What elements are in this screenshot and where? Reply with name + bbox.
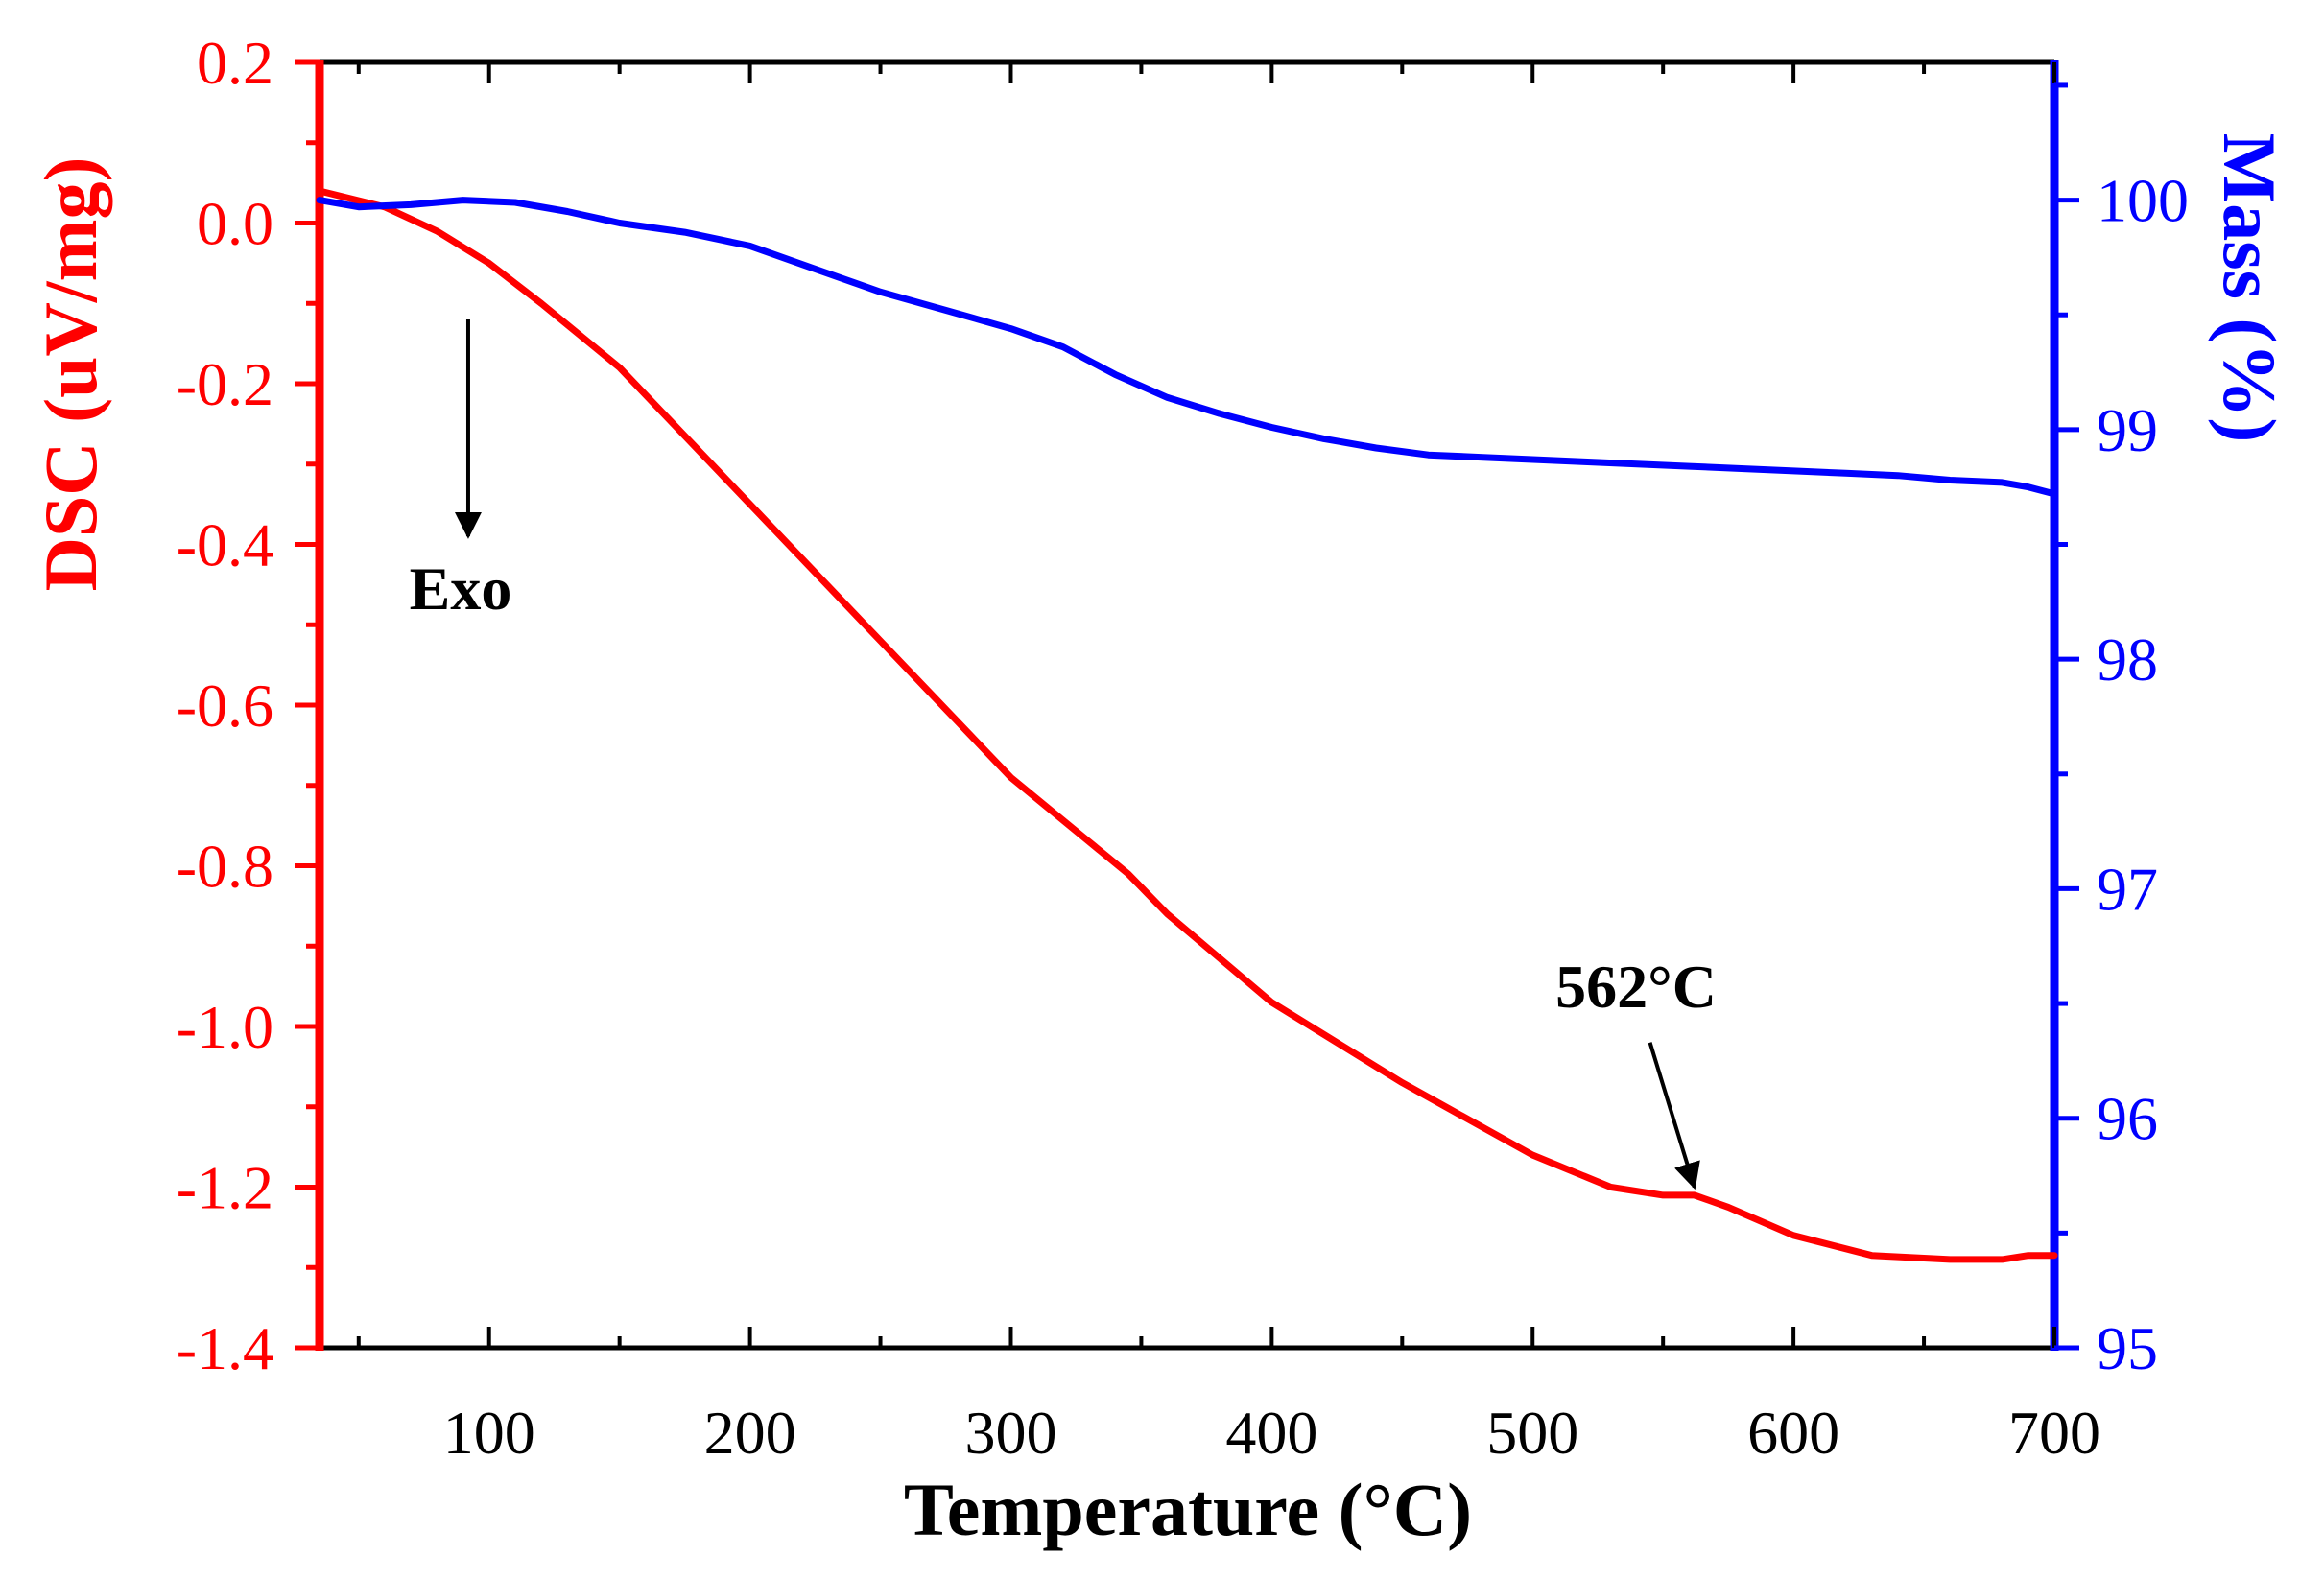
peak-label: 562°C: [1555, 953, 1717, 1021]
right-tick-label: 99: [2097, 396, 2158, 464]
series-layer: [316, 187, 2058, 1263]
left-tick-label: -1.4: [177, 1314, 273, 1382]
x-tick-label: 100: [443, 1399, 535, 1467]
right-tick-label: 96: [2097, 1085, 2158, 1153]
left-tick-label: -0.8: [177, 833, 273, 901]
axis-ticks: [295, 59, 2079, 1351]
axis-tick-labels: 100 200 300 400 500 600 700 0.2 0.0 -0.2 -0.4 -0.6 -…: [177, 29, 2189, 1467]
left-tick-label: -1.2: [177, 1154, 273, 1222]
right-tick-label: 100: [2097, 167, 2189, 235]
left-tick-label: -0.4: [177, 511, 273, 579]
dsc-curve: [316, 187, 2058, 1263]
left-tick-label: 0.2: [197, 29, 273, 97]
x-axis-title: Temperature (°C): [904, 1468, 1472, 1551]
x-tick-label: 200: [704, 1399, 796, 1467]
left-tick-label: -1.0: [177, 993, 273, 1061]
annotations: Exo 562°C: [410, 319, 1717, 1190]
exo-label: Exo: [410, 554, 512, 623]
left-tick-label: -0.6: [177, 672, 273, 740]
plot-frame: [315, 59, 2059, 1351]
right-tick-label: 98: [2097, 625, 2158, 694]
right-tick-label: 97: [2097, 855, 2158, 923]
x-tick-label: 600: [1747, 1399, 1839, 1467]
peak-arrow: [1648, 1042, 1700, 1190]
right-axis-title: Mass (%): [2208, 133, 2291, 443]
right-tick-label: 95: [2097, 1314, 2158, 1382]
x-tick-label: 300: [964, 1399, 1056, 1467]
x-tick-label: 400: [1225, 1399, 1317, 1467]
left-tick-label: 0.0: [197, 190, 273, 258]
left-tick-label: -0.2: [177, 350, 273, 418]
left-axis-title: DSC (uV/mg): [29, 157, 112, 592]
x-tick-label: 500: [1486, 1399, 1578, 1467]
x-tick-label: 700: [2008, 1399, 2100, 1467]
mass-curve: [316, 197, 2058, 498]
